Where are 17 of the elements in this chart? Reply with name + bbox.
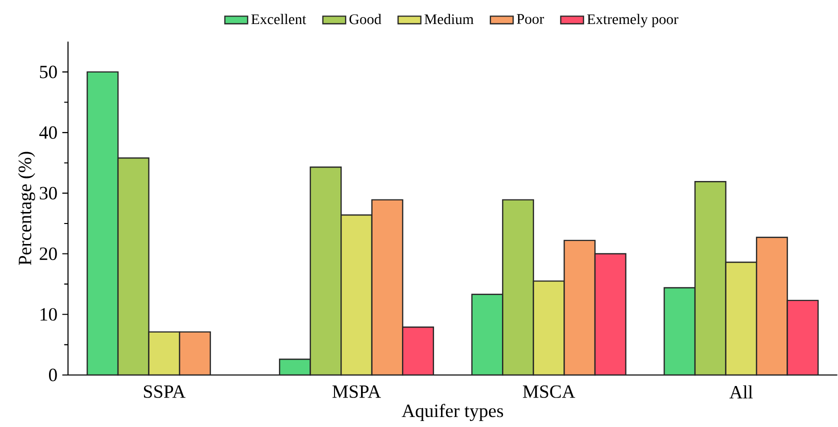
- y-tick-label: 0: [48, 368, 57, 382]
- y-tick-label: 50: [40, 66, 57, 78]
- legend-label: Medium: [424, 14, 474, 24]
- y-tick-label: 10: [40, 308, 57, 321]
- y-axis-title: Percentage (%): [18, 152, 36, 266]
- y-tick-label: 20: [40, 247, 57, 260]
- legend-label: Extremely poor: [587, 14, 678, 28]
- x-tick-label: MSPA: [332, 385, 381, 398]
- legend-label: Excellent: [251, 14, 306, 24]
- x-tick-label: All: [729, 385, 753, 398]
- x-tick-label: MSCA: [522, 385, 576, 398]
- legend-label: Good: [350, 14, 382, 24]
- x-tick-label: SSPA: [144, 385, 186, 398]
- x-axis-title: Aquifer types: [402, 404, 504, 422]
- legend-label: Poor: [516, 14, 544, 24]
- y-tick-label: 40: [39, 126, 57, 139]
- y-tick-label: 30: [40, 186, 57, 200]
